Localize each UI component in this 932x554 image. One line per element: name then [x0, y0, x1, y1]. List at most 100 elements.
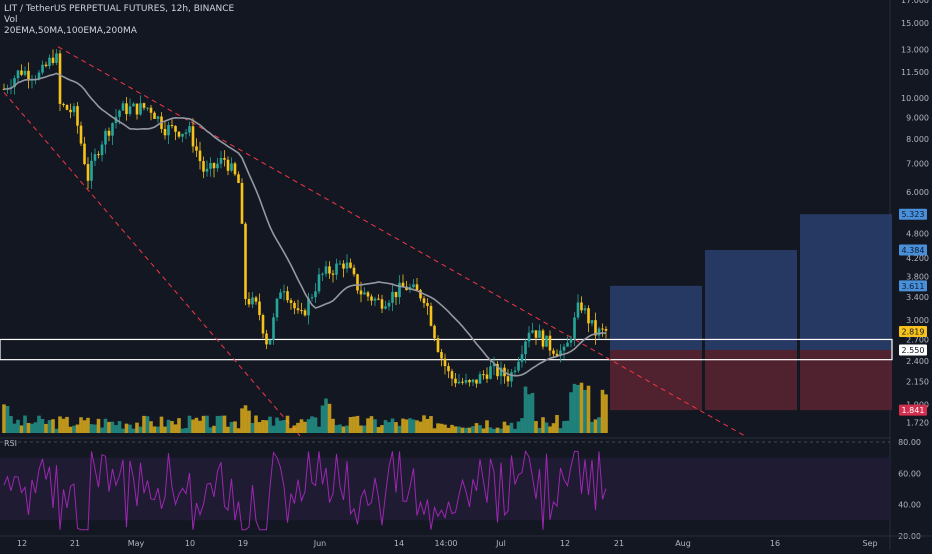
candle-body-83 [293, 302, 296, 309]
volume-bar-80 [282, 420, 286, 433]
volume-bar-131 [460, 427, 465, 433]
candle-body-78 [275, 298, 279, 318]
candle-body-23 [83, 143, 86, 165]
volume-bar-57 [201, 415, 206, 433]
candle-body-24 [86, 164, 90, 181]
volume-bar-70 [247, 410, 251, 433]
candle-body-165 [580, 302, 583, 311]
volume-bar-26 [93, 424, 97, 433]
volume-bar-73 [257, 422, 262, 433]
price-tick-9: 4.800 [906, 229, 929, 238]
candle-body-47 [167, 125, 170, 136]
volume-bar-69 [243, 405, 248, 433]
candle-body-87 [307, 298, 310, 316]
volume-bar-56 [198, 420, 202, 433]
volume-bar-167 [586, 385, 591, 433]
volume-bar-53 [187, 415, 192, 433]
candle-body-112 [394, 291, 398, 298]
volume-bar-126 [443, 424, 447, 433]
price-tick-11: 3.800 [906, 272, 929, 281]
candle-body-110 [387, 302, 391, 307]
volume-bar-16 [58, 416, 62, 433]
volume-bar-143 [502, 421, 507, 433]
volume-bar-92 [324, 398, 328, 433]
candle-body-122 [429, 305, 433, 326]
volume-bar-21 [75, 424, 80, 433]
volume-bar-47 [166, 419, 171, 433]
volume-bar-60 [212, 425, 216, 433]
volume-bar-34 [121, 428, 125, 433]
volume-bar-74 [261, 420, 265, 433]
volume-bar-78 [275, 417, 279, 433]
volume-bar-88 [310, 416, 314, 433]
candle-body-121 [426, 303, 429, 306]
volume-bar-153 [537, 427, 542, 433]
volume-bar-164 [576, 384, 580, 433]
price-tick-2: 13.000 [901, 45, 929, 54]
volume-bar-148 [520, 418, 524, 433]
moving-average-line [3, 72, 606, 377]
volume-bar-93 [327, 403, 332, 433]
candle-body-22 [79, 125, 83, 144]
candle-body-141 [496, 363, 499, 377]
candles-group [2, 49, 608, 388]
volume-bar-67 [236, 428, 241, 433]
candle-body-92 [324, 266, 328, 274]
volume-bar-170 [597, 417, 601, 433]
volume-bar-124 [436, 423, 440, 433]
candle-body-156 [548, 335, 552, 351]
volume-bar-113 [397, 425, 402, 433]
candle-body-30 [107, 130, 111, 136]
price-tick-3: 11.500 [901, 68, 929, 77]
volume-bar-156 [548, 426, 552, 433]
volume-bar-157 [551, 423, 556, 433]
volume-bar-151 [530, 392, 535, 433]
stop-box-3 [800, 350, 892, 411]
volume-bar-116 [408, 418, 412, 433]
volume-bar-4 [16, 419, 20, 433]
candle-body-77 [272, 317, 275, 340]
price-badge-target-1 [899, 244, 927, 256]
volume-bar-111 [390, 418, 395, 433]
volume-bar-17 [61, 418, 66, 433]
candle-body-171 [601, 328, 604, 330]
candle-body-18 [65, 105, 69, 110]
volume-bar-141 [495, 427, 500, 433]
candle-body-139 [489, 366, 492, 379]
candle-body-138 [485, 374, 489, 379]
candle-body-50 [177, 131, 181, 137]
candle-body-106 [373, 298, 377, 301]
volume-bar-19 [68, 426, 73, 433]
price-tick-13: 3.000 [906, 316, 929, 325]
volume-bar-30 [107, 421, 111, 433]
volume-bar-68 [240, 408, 244, 433]
candle-body-67 [237, 174, 240, 183]
price-tick-1: 15.000 [901, 19, 929, 28]
volume-bar-87 [306, 419, 311, 433]
volume-bar-89 [313, 417, 318, 433]
lower-trendline [3, 92, 301, 437]
price-tick-18: 1.720 [906, 419, 929, 428]
volume-bar-146 [513, 428, 517, 433]
volume-bar-169 [593, 419, 598, 433]
volume-bar-52 [184, 428, 188, 433]
candle-body-130 [457, 381, 461, 384]
volume-bar-96 [338, 424, 342, 433]
volume-bar-7 [26, 422, 31, 433]
price-tick-12: 3.400 [906, 293, 929, 302]
candle-body-96 [338, 263, 342, 265]
volume-bar-133 [467, 427, 472, 433]
candle-body-93 [328, 266, 331, 274]
target-box-2 [705, 250, 797, 351]
candle-body-98 [345, 262, 349, 269]
volume-bar-160 [562, 421, 566, 433]
candle-body-76 [268, 339, 272, 345]
volume-bar-139 [488, 427, 493, 433]
candle-body-125 [440, 351, 443, 359]
volume-bar-165 [579, 382, 584, 433]
candle-body-61 [216, 163, 219, 169]
candle-body-88 [310, 297, 314, 299]
candle-body-3 [13, 78, 16, 88]
price-badge-text-5: 1.841 [902, 406, 925, 415]
